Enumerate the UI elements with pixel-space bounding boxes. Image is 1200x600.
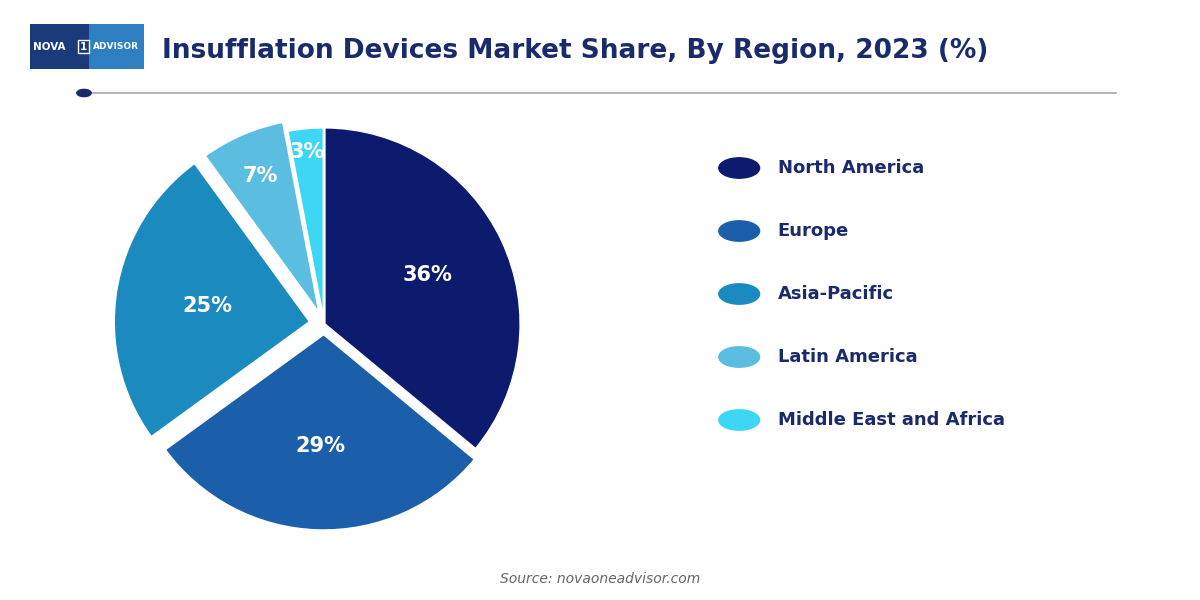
Text: Asia-Pacific: Asia-Pacific — [778, 285, 894, 303]
Text: Latin America: Latin America — [778, 348, 917, 366]
Text: 36%: 36% — [402, 265, 452, 286]
Text: 25%: 25% — [182, 296, 233, 316]
Bar — [30, 24, 89, 69]
Text: 29%: 29% — [295, 436, 346, 456]
Text: NOVA: NOVA — [34, 41, 66, 52]
Text: Middle East and Africa: Middle East and Africa — [778, 411, 1004, 429]
Text: Source: novaoneadvisor.com: Source: novaoneadvisor.com — [500, 572, 700, 586]
Text: ADVISOR: ADVISOR — [92, 42, 139, 51]
Wedge shape — [114, 163, 311, 437]
Text: Europe: Europe — [778, 222, 848, 240]
Wedge shape — [324, 127, 521, 449]
Bar — [89, 24, 144, 69]
Wedge shape — [287, 127, 324, 324]
Text: 3%: 3% — [290, 142, 325, 161]
Wedge shape — [164, 334, 475, 530]
Text: Insufflation Devices Market Share, By Region, 2023 (%): Insufflation Devices Market Share, By Re… — [162, 38, 989, 64]
Wedge shape — [204, 122, 320, 315]
Text: 7%: 7% — [242, 166, 277, 186]
Text: North America: North America — [778, 159, 924, 177]
Text: 1: 1 — [80, 41, 88, 52]
